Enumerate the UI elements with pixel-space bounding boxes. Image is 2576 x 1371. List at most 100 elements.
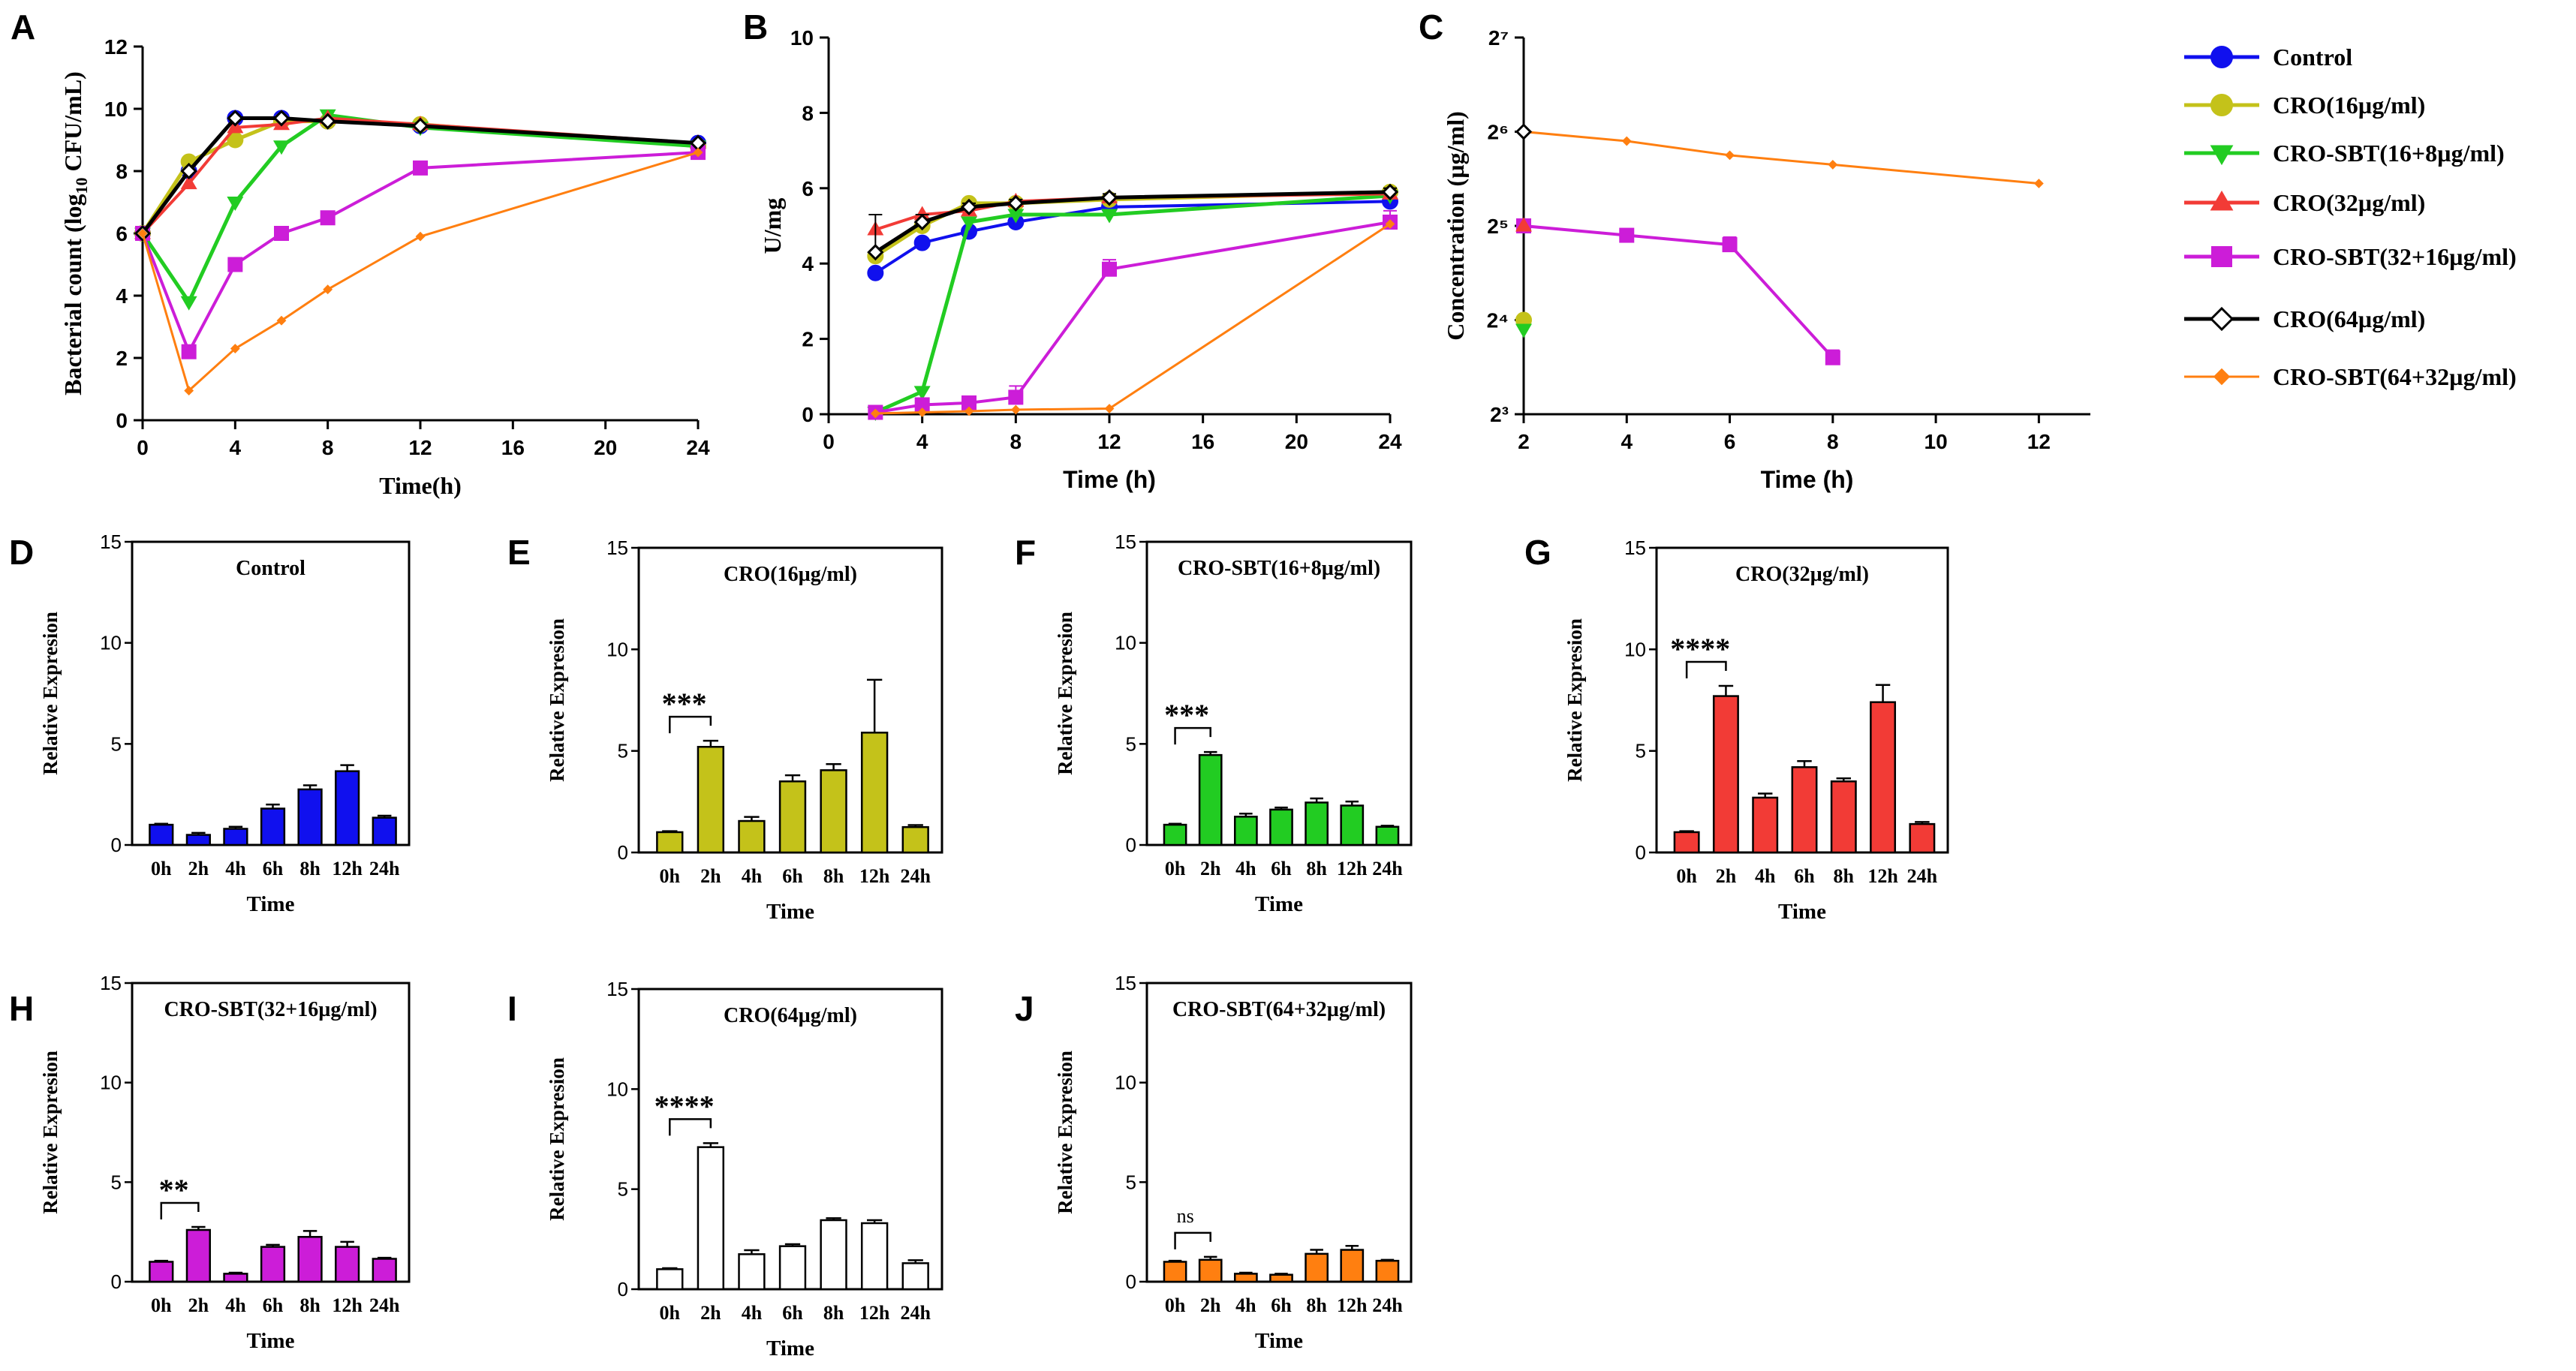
- x-tick-label: 2h: [188, 858, 209, 879]
- y-tick-label: 8: [802, 101, 814, 125]
- panel-c-chart: C 2 4 6 8 10 12 2³ 2⁴ 2⁵ 2⁶ 2⁷ Time (h) Concentration…: [1419, 8, 2090, 493]
- y-tick-label: 0: [111, 1270, 122, 1293]
- data-point: [1008, 389, 1024, 405]
- x-tick-label: 6h: [782, 865, 803, 887]
- legend-label: CRO-SBT(64+32µg/ml): [2273, 363, 2517, 390]
- bar: [260, 1246, 286, 1283]
- data-point: [415, 231, 426, 242]
- bar: [820, 769, 847, 854]
- x-tick-label: 12: [408, 436, 432, 459]
- panel-title: Control: [236, 557, 305, 580]
- y-tick-label: 5: [618, 740, 628, 762]
- x-tick-label: 20: [594, 436, 617, 459]
- data-point: [913, 206, 931, 221]
- y-tick-label: 5: [111, 732, 122, 755]
- y-tick-label: 12: [104, 35, 128, 59]
- series-control: [867, 193, 1398, 281]
- y-axis-label-tail: CFU/mL): [59, 71, 86, 177]
- bar: [1375, 1259, 1400, 1283]
- bar: [1305, 801, 1329, 846]
- panel-f-chart: F CRO-SBT(16+8µg/ml) 0 5 10 15 Relative Expres…: [1015, 531, 1413, 916]
- x-tick-label: 12h: [859, 1302, 890, 1324]
- x-tick-label: 2h: [1200, 1294, 1221, 1316]
- x-tick-label: 12h: [1337, 858, 1368, 879]
- x-tick-label: 8: [322, 436, 334, 459]
- panel-h-chart: H CRO-SBT(32+16µg/ml) 0 5 10 15 Relative Expre…: [9, 972, 411, 1353]
- x-tick-label: 6: [1724, 430, 1736, 453]
- panel-i-chart: I CRO(64µg/ml) 0 5 10 15 Relative Expresion 0h 2…: [507, 978, 943, 1360]
- x-tick-label: 0h: [660, 865, 681, 887]
- x-tick-label: 2h: [188, 1294, 209, 1316]
- y-tick-label: 0: [1126, 1270, 1136, 1293]
- y-tick-label: 15: [1624, 537, 1646, 559]
- x-tick-label: 16: [501, 436, 525, 459]
- legend-item-cro64: CRO(64µg/ml): [2184, 305, 2425, 332]
- x-tick-label: 24h: [900, 1302, 931, 1324]
- data-point: [1515, 123, 1533, 140]
- data-point: [1100, 189, 1118, 206]
- data-point: [1828, 160, 1838, 170]
- panel-letter: B: [743, 8, 768, 47]
- x-tick-label: 6h: [263, 858, 284, 879]
- legend-marker-crosbt64: [2213, 368, 2231, 386]
- x-tick-label: 12h: [1337, 1294, 1368, 1316]
- series-line: [875, 221, 1391, 414]
- y-tick-label: 0: [1636, 841, 1646, 864]
- x-tick-label: 0h: [1676, 865, 1697, 887]
- series-line: [875, 223, 1391, 415]
- x-tick-label: 8h: [1834, 865, 1855, 887]
- bar: [697, 1146, 725, 1291]
- x-axis-label: Time: [1255, 892, 1303, 916]
- x-axis-label: Time: [766, 1336, 814, 1360]
- bar: [260, 807, 286, 846]
- data-point: [227, 257, 243, 272]
- data-point: [181, 344, 197, 359]
- y-tick-label: 5: [111, 1171, 122, 1193]
- y-tick-label: 0: [618, 841, 628, 864]
- significance-label: ***: [662, 687, 707, 720]
- bar: [820, 1219, 847, 1291]
- legend-marker-crosbt16: [2210, 145, 2234, 166]
- x-tick-label: 12h: [1867, 865, 1898, 887]
- x-tick-label: 24h: [1372, 858, 1403, 879]
- bar: [335, 1246, 360, 1283]
- bar: [149, 1261, 174, 1283]
- data-point: [917, 407, 928, 417]
- x-tick-label: 0h: [151, 858, 172, 879]
- x-tick-label: 12h: [332, 1294, 363, 1316]
- y-tick-label: 10: [1115, 1072, 1136, 1094]
- series-line: [1523, 224, 1834, 359]
- y-tick-label: 6: [116, 222, 128, 245]
- data-point: [1825, 350, 1840, 365]
- x-tick-label: 2h: [700, 1302, 721, 1324]
- data-point: [230, 344, 240, 353]
- data-point: [227, 197, 244, 211]
- data-point: [1385, 219, 1395, 229]
- data-point: [1104, 404, 1115, 413]
- plot-frame: [131, 540, 411, 846]
- data-point: [411, 117, 429, 134]
- series-crosbt32: [1516, 218, 1840, 365]
- significance-label: ****: [655, 1089, 715, 1123]
- data-point: [227, 110, 244, 127]
- y-tick-label: 2³: [1490, 403, 1509, 426]
- series-line: [874, 200, 1391, 275]
- y-tick-label: 15: [100, 531, 122, 553]
- y-tick-label: 2⁴: [1487, 309, 1509, 332]
- x-tick-label: 10: [1924, 430, 1948, 453]
- x-tick-label: 4: [1621, 430, 1633, 453]
- series-crosbt16: [1515, 323, 1532, 338]
- bar: [1305, 1252, 1329, 1283]
- panel-letter: A: [11, 8, 35, 47]
- y-tick-label: 10: [104, 98, 128, 121]
- legend-label: CRO-SBT(32+16µg/ml): [2273, 243, 2517, 270]
- data-point: [1619, 227, 1635, 243]
- x-tick-label: 8: [1827, 430, 1839, 453]
- series-line: [141, 151, 699, 356]
- data-point: [1010, 404, 1021, 415]
- x-tick-label: 0: [137, 436, 149, 459]
- plot-frame: [1145, 540, 1413, 846]
- legend-marker-cro64: [2209, 306, 2234, 332]
